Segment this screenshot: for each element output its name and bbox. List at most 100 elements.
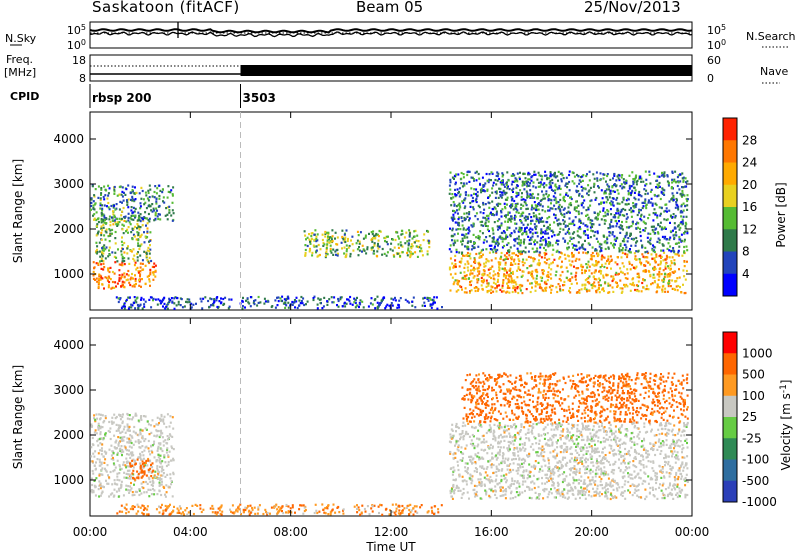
heatmap-cell <box>134 225 137 228</box>
heatmap-cell <box>652 273 655 276</box>
heatmap-cell <box>600 243 603 246</box>
heatmap-cell <box>559 289 562 292</box>
heatmap-cell <box>526 182 528 185</box>
heatmap-cell <box>537 208 540 211</box>
heatmap-cell <box>362 237 365 240</box>
heatmap-cell <box>253 303 256 306</box>
heatmap-cell <box>271 305 274 308</box>
heatmap-cell <box>632 266 635 269</box>
heatmap-cell <box>101 249 104 252</box>
heatmap-cell <box>95 211 98 214</box>
heatmap-cell <box>171 495 174 498</box>
heatmap-cell <box>291 300 294 304</box>
heatmap-cell <box>334 250 337 253</box>
heatmap-cell <box>453 203 456 206</box>
heatmap-cell <box>139 440 142 443</box>
heatmap-cell <box>630 473 633 476</box>
heatmap-cell <box>161 432 164 435</box>
heatmap-cell <box>522 232 524 235</box>
heatmap-cell <box>469 201 472 205</box>
heatmap-cell <box>316 233 319 236</box>
heatmap-cell <box>108 276 111 279</box>
heatmap-cell <box>101 426 104 429</box>
heatmap-cell <box>100 234 103 237</box>
heatmap-cell <box>633 196 636 199</box>
heatmap-cell <box>633 186 636 189</box>
heatmap-cell <box>132 190 134 193</box>
heatmap-cell <box>484 264 487 267</box>
heatmap-cell <box>629 248 631 251</box>
heatmap-cell <box>398 504 401 508</box>
heatmap-cell <box>100 192 103 195</box>
heatmap-cell <box>115 415 118 419</box>
heatmap-cell <box>517 193 520 197</box>
heatmap-cell <box>100 217 103 221</box>
heatmap-cell <box>419 250 421 253</box>
heatmap-cell <box>620 270 623 273</box>
heatmap-cell <box>563 253 566 256</box>
heatmap-cell <box>685 245 688 248</box>
heatmap-cell <box>587 281 590 284</box>
heatmap-cell <box>523 201 526 204</box>
heatmap-cell <box>492 445 494 448</box>
heatmap-cell <box>534 227 537 231</box>
heatmap-cell <box>157 213 160 216</box>
heatmap-cell <box>111 280 114 284</box>
heatmap-cell <box>507 274 510 277</box>
heatmap-cell <box>686 194 689 197</box>
heatmap-cell <box>134 299 137 302</box>
heatmap-cell <box>531 275 533 278</box>
heatmap-cell <box>411 304 414 307</box>
heatmap-cell <box>426 296 429 299</box>
heatmap-cell <box>358 242 361 245</box>
heatmap-cell <box>474 199 477 202</box>
heatmap-cell <box>458 208 461 211</box>
heatmap-cell <box>113 190 116 193</box>
heatmap-cell <box>116 282 119 285</box>
heatmap-cell <box>537 454 540 458</box>
heatmap-cell <box>120 250 123 253</box>
heatmap-cell <box>145 194 148 197</box>
heatmap-cell <box>525 230 528 233</box>
heatmap-cell <box>472 200 475 203</box>
heatmap-cell <box>137 419 140 422</box>
heatmap-cell <box>124 448 127 451</box>
heatmap-cell <box>667 242 670 245</box>
heatmap-cell <box>520 252 522 255</box>
heatmap-cell <box>119 436 122 439</box>
heatmap-cell <box>546 243 549 246</box>
heatmap-cell <box>374 234 377 237</box>
heatmap-cell <box>640 261 643 264</box>
heatmap-cell <box>590 255 593 258</box>
heatmap-cell <box>547 209 549 212</box>
heatmap-cell <box>635 223 638 226</box>
heatmap-cell <box>373 234 376 238</box>
heatmap-cell <box>386 251 389 254</box>
heatmap-cell <box>580 430 583 433</box>
heatmap-cell <box>540 228 543 231</box>
heatmap-cell <box>506 282 508 285</box>
heatmap-cell <box>573 175 576 178</box>
heatmap-cell <box>454 241 457 244</box>
heatmap-cell <box>521 292 524 295</box>
heatmap-cell <box>620 256 623 259</box>
heatmap-cell <box>449 227 451 230</box>
heatmap-cell <box>581 272 584 275</box>
heatmap-cell <box>465 182 468 185</box>
heatmap-cell <box>502 189 505 192</box>
heatmap-cell <box>547 199 550 202</box>
heatmap-cell <box>624 252 627 255</box>
heatmap-cell <box>116 221 119 224</box>
heatmap-cell <box>140 415 143 418</box>
heatmap-cell <box>534 280 537 283</box>
heatmap-cell <box>140 285 142 288</box>
heatmap-cell <box>610 218 613 222</box>
heatmap-region <box>115 295 443 310</box>
heatmap-cell <box>540 198 543 202</box>
heatmap-cell <box>579 236 582 239</box>
heatmap-cell <box>591 283 594 286</box>
heatmap-cell <box>103 450 106 453</box>
heatmap-cell <box>312 297 315 300</box>
heatmap-cell <box>598 284 601 287</box>
heatmap-cell <box>621 251 624 255</box>
